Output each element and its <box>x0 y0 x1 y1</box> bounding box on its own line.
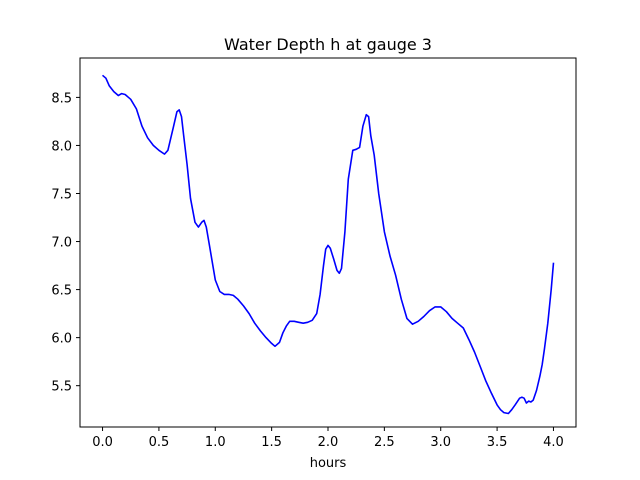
y-tick-label: 7.5 <box>51 187 72 202</box>
x-tick-label: 2.0 <box>318 435 339 450</box>
x-tick-label: 0.0 <box>92 435 113 450</box>
x-tick-label: 3.5 <box>487 435 508 450</box>
chart-title: Water Depth h at gauge 3 <box>224 35 432 54</box>
y-axis: 5.5 6.0 6.5 7.0 7.5 8.0 8.5 <box>51 91 80 395</box>
y-tick-label: 6.5 <box>51 284 72 299</box>
y-tick-label: 8.0 <box>51 139 72 154</box>
x-tick-label: 0.5 <box>149 435 170 450</box>
axes-frame <box>79 57 577 428</box>
x-tick-label: 4.0 <box>543 435 564 450</box>
x-tick-label: 2.5 <box>374 435 395 450</box>
y-tick-label: 8.5 <box>51 91 72 106</box>
x-axis: 0.0 0.5 1.0 1.5 2.0 2.5 3.0 3.5 4.0 <box>92 427 564 450</box>
x-tick-label: 1.0 <box>205 435 226 450</box>
plot-area <box>101 74 555 415</box>
y-tick-label: 5.5 <box>51 380 72 395</box>
y-tick-label: 6.0 <box>51 332 72 347</box>
y-tick-label: 7.0 <box>51 236 72 251</box>
x-tick-label: 1.5 <box>261 435 282 450</box>
x-tick-label: 3.0 <box>430 435 451 450</box>
series-line <box>101 74 555 415</box>
x-axis-label: hours <box>310 456 347 471</box>
